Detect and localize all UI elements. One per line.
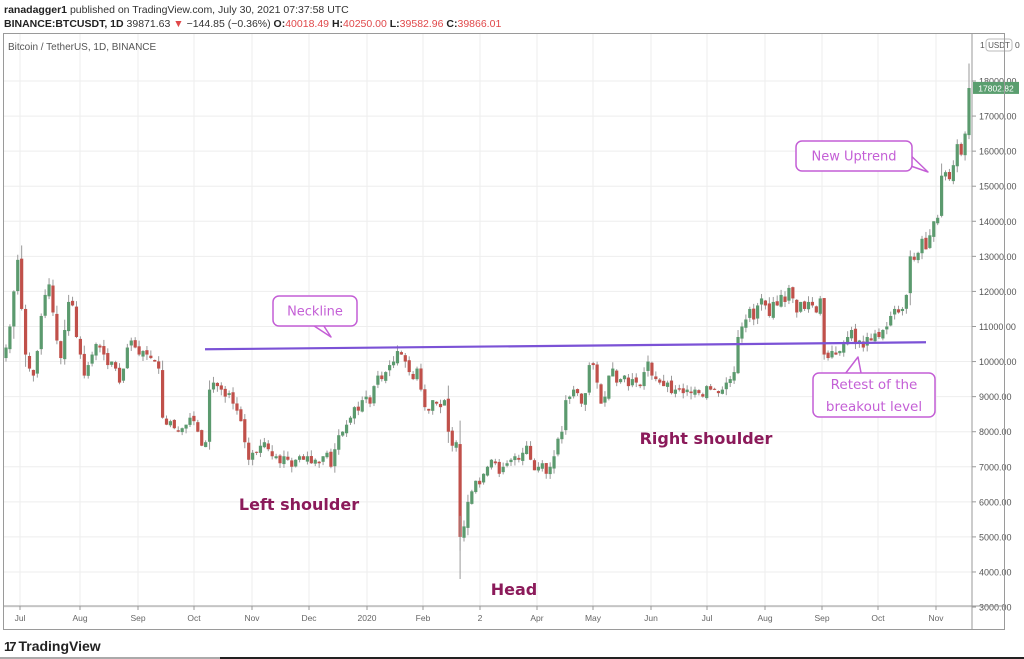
price-tick-label: 3000.00	[979, 603, 1012, 613]
chart-frame	[3, 33, 1005, 630]
time-tick-label: Aug	[757, 613, 772, 623]
retest-callout: Retest of the breakout level	[812, 356, 936, 418]
price-tick-label: 18000.00	[979, 77, 1017, 87]
tradingview-brand: TradingView	[18, 638, 101, 654]
neckline-callout: Neckline	[272, 295, 358, 338]
svg-text:breakout level: breakout level	[826, 399, 922, 415]
time-tick-label: 2020	[358, 613, 377, 623]
time-tick-label: May	[585, 613, 602, 623]
tradingview-logo-icon: 17	[4, 638, 17, 654]
price-tick-label: 17000.00	[979, 112, 1017, 122]
price-tick-label: 14000.00	[979, 217, 1017, 227]
chart-grid	[4, 34, 972, 608]
time-tick-label: Nov	[244, 613, 260, 623]
price-tick-label: 9000.00	[979, 392, 1012, 402]
left-shoulder-label: Left shoulder	[239, 495, 359, 514]
open-label: O:	[273, 18, 286, 30]
close-label: C:	[446, 18, 458, 30]
time-tick-label: Dec	[301, 613, 317, 623]
head-label: Head	[491, 580, 538, 599]
author-name[interactable]: ranadagger1	[4, 4, 68, 16]
candlestick-series	[4, 63, 971, 579]
price-tick-label: 12000.00	[979, 287, 1017, 297]
right-shoulder-label: Right shoulder	[640, 429, 773, 448]
time-tick-label: Oct	[871, 613, 885, 623]
time-tick-label: Jul	[702, 613, 713, 623]
price-tick-label: 6000.00	[979, 497, 1012, 507]
price-tick-label: 11000.00	[979, 322, 1016, 332]
svg-text:Retest of the: Retest of the	[831, 377, 918, 393]
publish-text: published on TradingView.com, July 30, 2…	[69, 4, 349, 16]
time-tick-label: 2	[478, 613, 483, 623]
current-price-badge: 17802.82	[973, 81, 1019, 94]
annotations-layer: Neckline New Uptrend Retest of the breakout…	[204, 140, 936, 599]
time-tick-label: Oct	[187, 613, 201, 623]
new-uptrend-callout: New Uptrend	[795, 140, 929, 173]
price-tick-label: 15000.00	[979, 182, 1017, 192]
price-change: −144.85 (−0.36%)	[186, 18, 271, 30]
time-tick-label: Feb	[416, 613, 431, 623]
bottom-divider	[220, 657, 1024, 659]
publish-info: ranadagger1 published on TradingView.com…	[4, 4, 349, 16]
tradingview-footer[interactable]: 17 TradingView	[4, 638, 101, 654]
neckline	[204, 341, 927, 351]
time-tick-label: Aug	[72, 613, 87, 623]
svg-text:Neckline: Neckline	[287, 305, 343, 320]
bottom-divider-left	[0, 657, 220, 659]
currency-badge[interactable]: 1 USDT 0	[980, 38, 1020, 52]
svg-text:17802.82: 17802.82	[978, 83, 1014, 93]
symbol-label: BINANCE:BTCUSDT, 1D	[4, 18, 124, 30]
time-tick-label: Sep	[130, 613, 145, 623]
time-tick-label: Jun	[644, 613, 658, 623]
time-tick-label: Sep	[814, 613, 829, 623]
high-label: H:	[331, 18, 344, 30]
svg-text:1: 1	[980, 40, 985, 50]
low-value: 39582.96	[399, 18, 444, 30]
down-arrow-icon: ▼	[173, 18, 184, 30]
last-price: 39871.63	[126, 18, 171, 30]
time-tick-label: Jul	[15, 613, 26, 623]
price-tick-label: 13000.00	[979, 252, 1017, 262]
time-axis[interactable]: Jul Aug Sep Oct Nov Dec 2020 Feb 2 Apr May Jun Jul Au…	[4, 605, 1004, 623]
price-axis[interactable]: 18000.0017000.0016000.0015000.0014000.00…	[971, 34, 1020, 629]
symbol-info: BINANCE:BTCUSDT, 1D 39871.63 ▼ −144.85 (…	[4, 18, 501, 30]
close-value: 39866.01	[457, 18, 502, 30]
high-value: 40250.00	[343, 18, 387, 30]
price-tick-label: 10000.00	[979, 357, 1017, 367]
time-tick-label: Apr	[530, 613, 543, 623]
svg-text:New Uptrend: New Uptrend	[812, 150, 897, 165]
price-tick-label: 16000.00	[979, 147, 1017, 157]
price-tick-label: 7000.00	[979, 462, 1012, 472]
open-value: 40018.49	[285, 18, 330, 30]
svg-text:0: 0	[1015, 40, 1020, 50]
price-tick-label: 8000.00	[979, 427, 1012, 437]
svg-text:USDT: USDT	[988, 41, 1010, 50]
time-tick-label: Nov	[928, 613, 944, 623]
price-tick-label: 4000.00	[979, 567, 1012, 577]
price-tick-label: 5000.00	[979, 532, 1012, 542]
chart-title: Bitcoin / TetherUS, 1D, BINANCE	[8, 42, 157, 53]
low-label: L:	[389, 18, 400, 30]
